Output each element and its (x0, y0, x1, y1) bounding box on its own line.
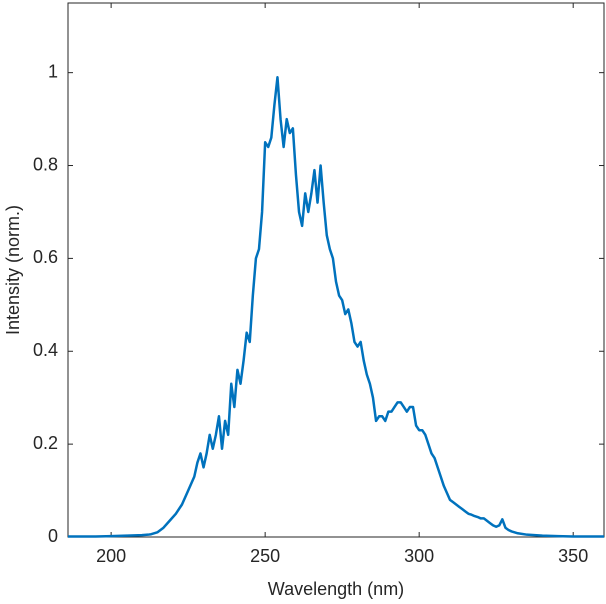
y-axis-label: Intensity (norm.) (3, 205, 23, 335)
axes-box (67, 2, 605, 538)
x-axis-label: Wavelength (nm) (268, 579, 404, 599)
y-tick-label: 1 (48, 61, 58, 81)
x-tick-label: 250 (250, 546, 280, 566)
x-tick-label: 300 (404, 546, 434, 566)
y-tick-label: 0.2 (33, 433, 58, 453)
x-tick-label: 200 (96, 546, 126, 566)
y-tick-label: 0.4 (33, 340, 58, 360)
y-tick-label: 0 (48, 526, 58, 546)
data-line (68, 76, 604, 538)
y-tick-label: 0.8 (33, 154, 58, 174)
y-tick-label: 0.6 (33, 247, 58, 267)
x-tick-label: 350 (558, 546, 588, 566)
